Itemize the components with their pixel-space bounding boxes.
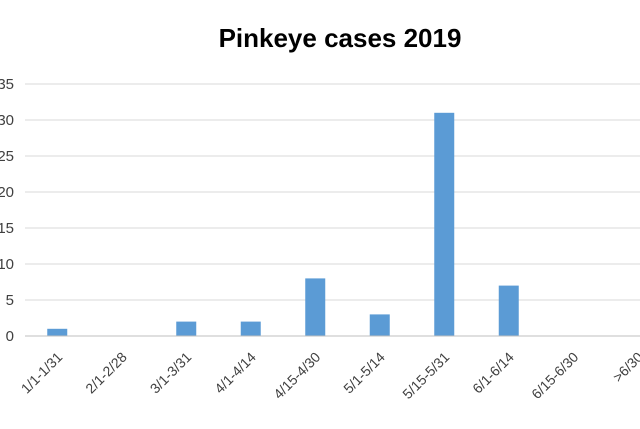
- x-axis-ticks: 1/1-1/31 2/1-2/28 3/1-3/31 4/1-4/14 4/15-4/3…: [18, 349, 640, 402]
- bar-5/15-5/31: [434, 112, 455, 336]
- bar-3/1-3/31: [176, 321, 197, 336]
- bars: [47, 112, 519, 336]
- y-axis-ticks: 0 5 10 15 20 25 30 35: [0, 76, 14, 345]
- chart-title: Pinkeye cases 2019: [219, 23, 462, 53]
- y-tick-label: 30: [0, 112, 14, 129]
- y-tick-label: 0: [6, 328, 14, 345]
- x-tick-label: 2/1-2/28: [82, 349, 130, 397]
- y-tick-label: 20: [0, 184, 14, 201]
- x-tick-label: 6/15-6/30: [528, 349, 581, 402]
- y-tick-label: 25: [0, 148, 14, 165]
- gridlines: [25, 83, 640, 301]
- x-tick-label: 6/1-6/14: [469, 349, 517, 397]
- bar-6/1-6/14: [498, 285, 519, 336]
- y-tick-label: 15: [0, 220, 14, 237]
- y-tick-label: 5: [6, 292, 14, 309]
- x-tick-label: 1/1-1/31: [18, 349, 66, 397]
- y-tick-label: 35: [0, 76, 14, 93]
- bar-5/1-5/14: [369, 314, 390, 336]
- x-tick-label: 5/15-5/31: [399, 349, 452, 402]
- bar-1/1-1/31: [47, 328, 68, 336]
- x-tick-label: 5/1-5/14: [340, 349, 388, 397]
- x-tick-label: >6/30: [609, 349, 640, 386]
- bar-4/1-4/14: [240, 321, 261, 336]
- x-tick-label: 3/1-3/31: [147, 349, 195, 397]
- x-tick-label: 4/1-4/14: [211, 349, 259, 397]
- x-tick-label: 4/15-4/30: [270, 349, 323, 402]
- bar-4/15-4/30: [305, 278, 326, 336]
- y-tick-label: 10: [0, 256, 14, 273]
